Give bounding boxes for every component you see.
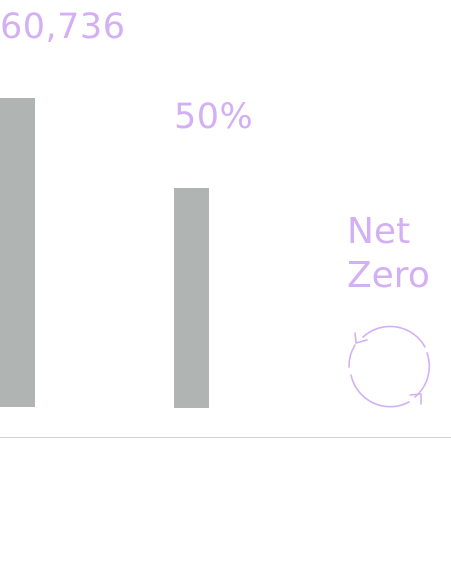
cycle-arrows-icon xyxy=(348,325,431,408)
net-zero-line-2: Zero xyxy=(347,255,430,296)
net-zero-line-1: Net xyxy=(347,211,411,252)
stat-bar-second xyxy=(174,188,209,408)
net-zero-label: Net Zero xyxy=(347,210,430,298)
stat-value-second: 50% xyxy=(174,97,254,137)
stat-bar-first xyxy=(0,98,35,407)
baseline-divider xyxy=(0,437,451,438)
stat-value-first: 60,736 xyxy=(0,7,126,47)
